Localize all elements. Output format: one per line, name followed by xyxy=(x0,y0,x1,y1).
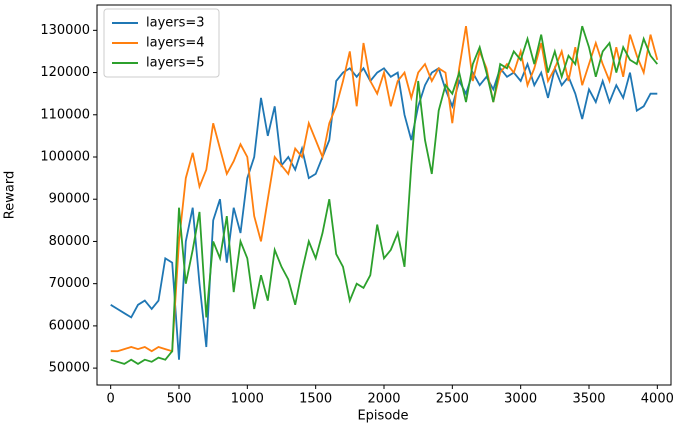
legend-label: layers=5 xyxy=(146,56,205,71)
legend-label: layers=3 xyxy=(146,16,205,31)
x-tick-label: 1000 xyxy=(231,392,264,407)
x-tick-label: 500 xyxy=(167,392,192,407)
y-tick-label: 70000 xyxy=(49,276,90,291)
x-tick-label: 3000 xyxy=(504,392,537,407)
x-tick-label: 2000 xyxy=(367,392,400,407)
y-tick-label: 100000 xyxy=(40,150,90,165)
y-tick-label: 120000 xyxy=(40,65,90,80)
line-series xyxy=(110,61,658,360)
x-tick-label: 3500 xyxy=(572,392,605,407)
legend-box xyxy=(103,8,220,78)
y-tick-label: 60000 xyxy=(49,318,90,333)
axes-frame xyxy=(96,4,672,386)
y-tick-label: 80000 xyxy=(49,234,90,249)
y-axis-label: Reward xyxy=(3,171,18,219)
x-tick-label: 2500 xyxy=(436,392,469,407)
line-series xyxy=(110,25,659,353)
x-tick-label: 0 xyxy=(107,392,115,407)
y-tick-label: 90000 xyxy=(49,192,90,207)
x-tick-label: 1500 xyxy=(299,392,332,407)
line-series xyxy=(110,25,658,365)
x-axis-label: Episode xyxy=(357,409,408,424)
y-tick-label: 130000 xyxy=(40,23,90,38)
y-tick-label: 110000 xyxy=(40,107,90,122)
y-tick-label: 50000 xyxy=(49,361,90,376)
x-tick-label: 4000 xyxy=(641,392,674,407)
legend-label: layers=4 xyxy=(146,36,205,51)
